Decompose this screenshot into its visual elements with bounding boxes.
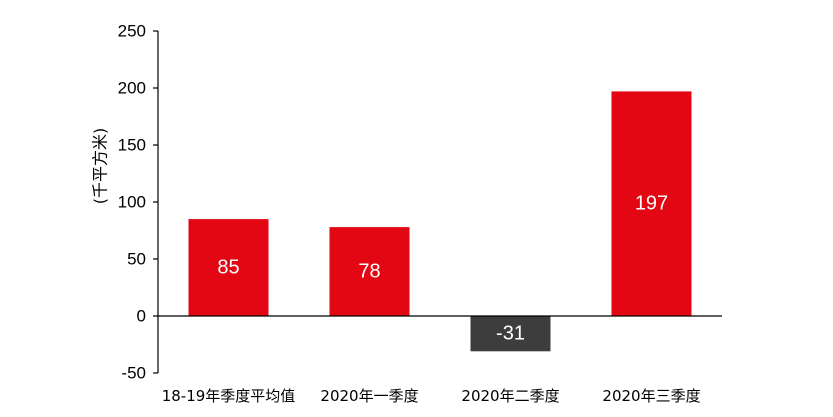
- bars-layer: [188, 91, 692, 352]
- data-label-1: 78: [358, 261, 380, 283]
- category-label-0: 18-19年季度平均值: [162, 387, 296, 405]
- bar-1: [329, 227, 410, 316]
- category-label-2: 2020年二季度: [461, 387, 559, 405]
- y-tick-label-3: 100: [118, 193, 146, 212]
- bar-0: [188, 219, 269, 316]
- y-axis-title: (千平方米): [91, 128, 110, 205]
- bar-2: [470, 316, 551, 352]
- y-tick-label-6: -50: [121, 364, 146, 383]
- y-tick-label-4: 50: [127, 250, 146, 269]
- y-tick-label-1: 200: [118, 79, 146, 98]
- data-label-3: 197: [635, 193, 668, 215]
- bar-3: [611, 91, 692, 317]
- labels-layer: 85 18-19年季度平均值 78 2020年一季度 -31 2020年二季度 197 202…: [162, 193, 701, 405]
- category-label-1: 2020年一季度: [320, 387, 418, 405]
- y-tick-label-0: 250: [118, 22, 146, 41]
- data-label-2: -31: [496, 323, 525, 345]
- axes-layer: 250 200 150 100 50 0 -50: [118, 22, 722, 383]
- y-axis-title-group: (千平方米): [91, 128, 110, 205]
- y-tick-label-2: 150: [118, 136, 146, 155]
- category-label-3: 2020年三季度: [602, 387, 700, 405]
- data-label-0: 85: [217, 257, 239, 279]
- y-tick-label-5: 0: [137, 307, 146, 326]
